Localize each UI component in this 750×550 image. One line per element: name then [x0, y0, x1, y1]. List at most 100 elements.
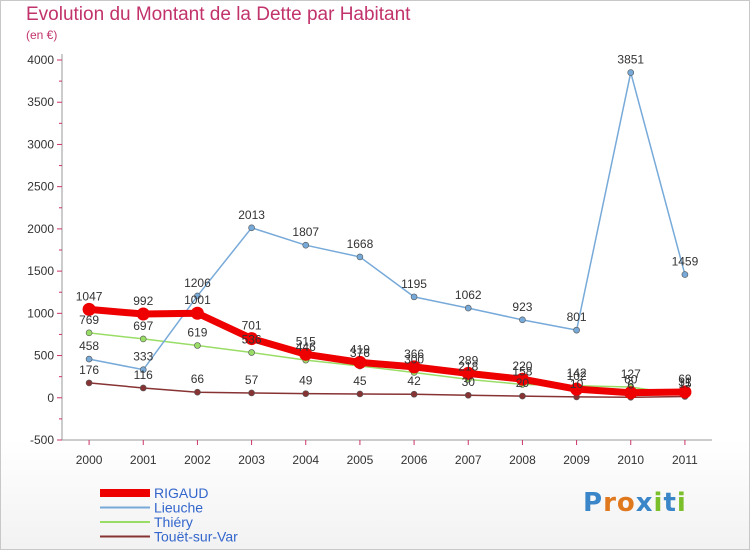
- data-point: [624, 386, 638, 400]
- data-point: [515, 372, 529, 386]
- data-label: 701: [242, 319, 262, 333]
- x-tick-label: 2003: [238, 453, 265, 467]
- logo-letter: i: [653, 488, 664, 518]
- proxiti-logo: Proxiti: [583, 488, 687, 518]
- data-point: [302, 390, 310, 397]
- data-label: 127: [621, 367, 641, 381]
- data-label: 1668: [347, 237, 374, 251]
- data-label: 57: [245, 373, 259, 387]
- data-label: 20: [516, 376, 530, 390]
- data-label: 42: [407, 374, 421, 388]
- data-point: [356, 390, 364, 398]
- y-tick-label: 2000: [27, 222, 54, 236]
- data-label: 60: [624, 373, 638, 387]
- data-label: 220: [512, 359, 532, 373]
- y-tick-label: 3500: [27, 95, 54, 109]
- data-label: 218: [458, 359, 478, 373]
- data-label: 2013: [238, 208, 265, 222]
- data-label: 3851: [617, 53, 644, 67]
- data-point: [464, 304, 472, 312]
- x-tick-label: 2008: [509, 453, 536, 467]
- data-point: [248, 224, 255, 232]
- data-point: [85, 355, 93, 363]
- data-label: 515: [296, 334, 316, 348]
- x-tick-label: 2011: [672, 453, 698, 467]
- logo-letter: t: [663, 488, 677, 518]
- data-point: [139, 384, 147, 392]
- x-tick-label: 2007: [455, 453, 482, 467]
- logo-letter: r: [603, 488, 617, 518]
- data-point: [299, 347, 313, 361]
- data-label: 176: [79, 363, 99, 377]
- x-tick-label: 2006: [401, 453, 428, 467]
- x-tick-label: 2009: [563, 453, 590, 467]
- y-tick-label: 4000: [27, 53, 54, 67]
- data-label: 49: [299, 374, 313, 388]
- data-label: 801: [567, 310, 587, 324]
- data-point: [678, 385, 692, 399]
- data-label: 1062: [455, 288, 482, 302]
- data-point: [139, 366, 147, 373]
- data-point: [85, 329, 93, 337]
- x-tick-label: 2001: [130, 453, 157, 467]
- data-label: 1807: [292, 225, 319, 239]
- data-point: [194, 292, 201, 300]
- data-label: 116: [134, 368, 153, 382]
- data-label: 31: [678, 375, 692, 389]
- y-tick-label: 3000: [27, 137, 54, 151]
- legend-label: Touët-sur-Var: [154, 529, 238, 545]
- y-tick-label: 1500: [27, 264, 54, 278]
- data-label: 1001: [184, 293, 211, 307]
- data-point: [410, 390, 418, 398]
- x-tick-label: 2010: [617, 453, 644, 467]
- legend-label: Thiéry: [154, 514, 193, 530]
- series-line-rigaud: [85, 305, 689, 397]
- data-label: 6: [627, 377, 634, 391]
- data-point: [190, 306, 204, 320]
- data-label: 376: [350, 346, 370, 360]
- data-point: [570, 382, 584, 396]
- data-point: [85, 379, 93, 387]
- logo-letter: x: [635, 488, 654, 518]
- logo-letter: o: [616, 488, 636, 518]
- data-point: [194, 388, 201, 396]
- chart-subtitle: (en €): [26, 28, 58, 42]
- x-tick-label: 2002: [184, 453, 211, 467]
- y-tick-label: 500: [34, 349, 54, 363]
- y-tick-label: 2500: [27, 180, 54, 194]
- data-label: 697: [133, 319, 153, 333]
- data-label: 102: [567, 369, 587, 383]
- data-label: 15: [678, 377, 692, 391]
- x-tick-label: 2000: [76, 453, 103, 467]
- data-point: [245, 332, 259, 346]
- data-label: 158: [512, 364, 532, 378]
- legend-label: Lieuche: [154, 500, 203, 516]
- series-line-lieuche: [88, 71, 686, 371]
- data-point: [248, 349, 255, 356]
- data-point: [464, 391, 472, 399]
- data-point: [407, 360, 421, 374]
- y-tick-label: 0: [47, 391, 54, 405]
- chart-title: Evolution du Montant de la Dette par Hab…: [26, 4, 411, 25]
- data-label: 142: [567, 366, 587, 380]
- data-label: 992: [133, 294, 153, 308]
- x-tick-label: 2005: [347, 453, 374, 467]
- data-point: [82, 302, 96, 316]
- data-label: 619: [187, 326, 207, 340]
- series-line-thi-ry: [88, 332, 686, 396]
- data-point: [573, 326, 580, 334]
- series-line-tou-t-sur-var: [88, 382, 686, 399]
- logo-letter: P: [583, 488, 604, 518]
- data-label: 1195: [401, 277, 427, 291]
- y-tick-label: 1000: [27, 306, 54, 320]
- data-label: 30: [462, 375, 476, 389]
- data-point: [461, 366, 475, 380]
- data-point: [139, 335, 147, 343]
- legend-label: RIGAUD: [154, 485, 208, 501]
- data-label: 10: [570, 377, 584, 391]
- data-point: [136, 307, 150, 321]
- data-label: 1206: [184, 276, 211, 290]
- data-point: [627, 69, 635, 76]
